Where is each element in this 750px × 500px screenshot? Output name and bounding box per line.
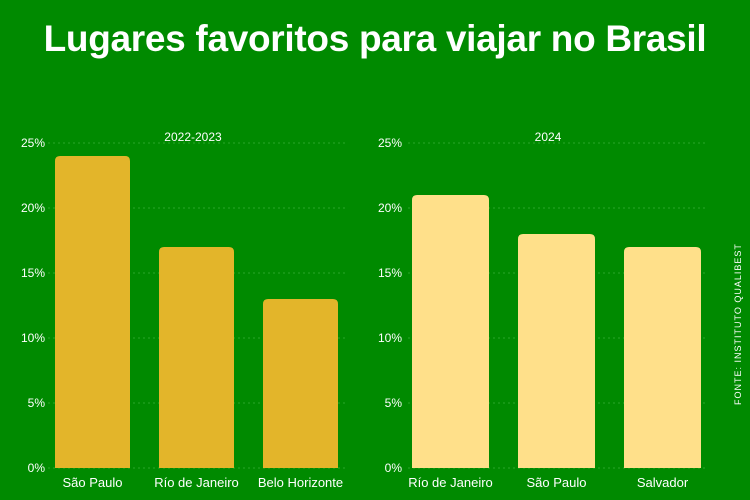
chart-title: 2022-2023 — [164, 130, 222, 144]
chart-2024: 0% 5% 10% 15% 20% 25% 2024 Río de Janeiro São Pa… — [378, 130, 705, 490]
y-tick-label: 20% — [21, 201, 45, 215]
category-label: São Paulo — [63, 475, 123, 490]
y-tick-label: 15% — [21, 266, 45, 280]
y-tick-label: 0% — [28, 461, 46, 475]
bar — [263, 299, 338, 468]
bar — [518, 234, 595, 468]
y-tick-label: 15% — [378, 266, 402, 280]
bar — [159, 247, 234, 468]
category-label: Río de Janeiro — [154, 475, 239, 490]
category-label: Belo Horizonte — [258, 475, 343, 490]
y-tick-label: 0% — [385, 461, 403, 475]
y-tick-label: 10% — [21, 331, 45, 345]
bar — [624, 247, 701, 468]
y-tick-label: 25% — [378, 136, 402, 150]
y-tick-label: 5% — [385, 396, 403, 410]
y-tick-label: 10% — [378, 331, 402, 345]
page-title: Lugares favoritos para viajar no Brasil — [43, 18, 707, 59]
y-tick-label: 20% — [378, 201, 402, 215]
category-label: Salvador — [637, 475, 689, 490]
bar — [55, 156, 130, 468]
chart-2022-2023: 0% 5% 10% 15% 20% 25% 2022-2023 São Paulo Río de… — [21, 130, 345, 490]
chart-title: 2024 — [535, 130, 562, 144]
category-label: Río de Janeiro — [408, 475, 493, 490]
category-label: São Paulo — [527, 475, 587, 490]
bar — [412, 195, 489, 468]
source-note: FONTE: INSTITUTO QUALIBEST — [733, 243, 743, 405]
y-tick-label: 25% — [21, 136, 45, 150]
y-tick-label: 5% — [28, 396, 46, 410]
